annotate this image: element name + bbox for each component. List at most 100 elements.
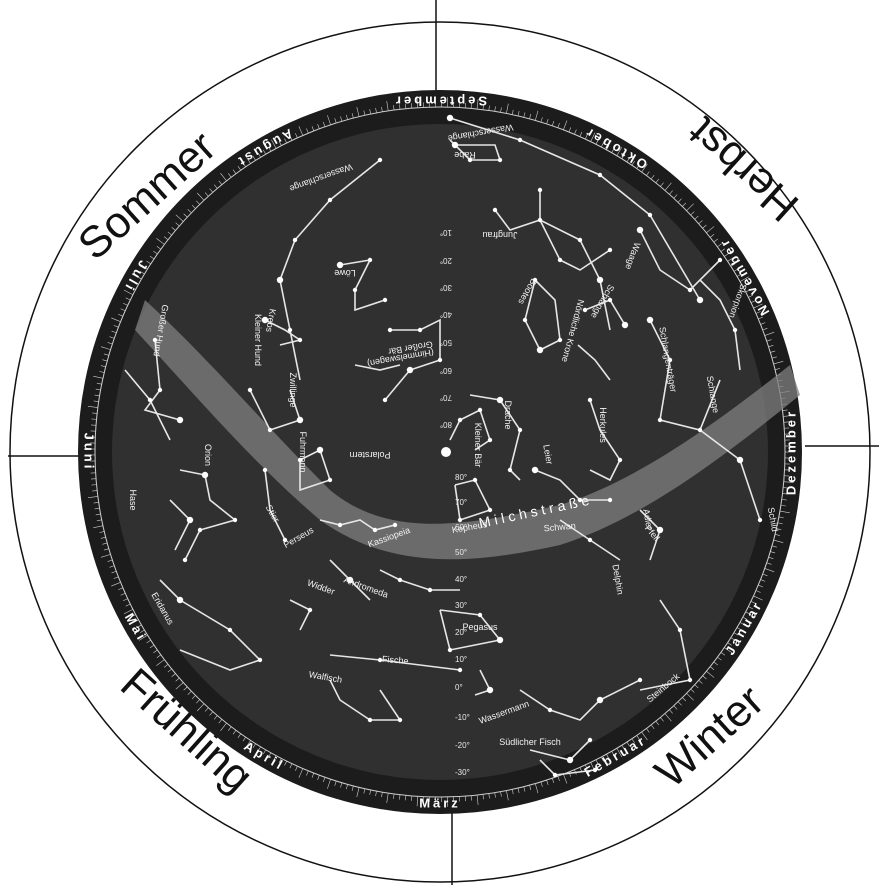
- date-tick: [131, 286, 136, 290]
- date-tick: [600, 142, 604, 148]
- declination-label: -10°: [455, 713, 470, 722]
- date-tick: [606, 145, 610, 150]
- date-tick: [140, 271, 145, 275]
- star: [486, 686, 494, 694]
- date-tick: [706, 226, 715, 234]
- date-tick: [393, 105, 395, 111]
- star: [437, 357, 443, 363]
- star: [492, 207, 498, 213]
- date-tick: [218, 719, 223, 724]
- constellation-label-hase: Hase: [128, 489, 138, 510]
- star: [607, 497, 613, 503]
- date-tick: [271, 139, 277, 149]
- date-tick: [244, 155, 251, 164]
- date-tick: [138, 263, 148, 270]
- date-tick: [781, 499, 787, 501]
- date-tick: [660, 717, 664, 722]
- star: [522, 317, 528, 323]
- star: [327, 197, 333, 203]
- star: [182, 557, 188, 563]
- date-tick: [690, 688, 695, 693]
- date-tick: [762, 573, 768, 577]
- date-tick: [585, 134, 588, 140]
- date-tick: [768, 344, 774, 348]
- star: [577, 497, 583, 503]
- date-tick: [268, 752, 272, 758]
- date-tick: [107, 342, 113, 345]
- date-tick: [762, 327, 768, 331]
- date-tick: [363, 788, 366, 794]
- star: [387, 327, 393, 333]
- star: [417, 327, 423, 333]
- date-tick: [134, 281, 139, 285]
- date-tick: [745, 611, 751, 615]
- star: [532, 277, 538, 283]
- date-tick: [317, 775, 320, 781]
- star: [382, 297, 388, 303]
- date-tick: [742, 284, 748, 288]
- sky-disc: [112, 124, 768, 780]
- star: [297, 337, 303, 343]
- date-tick: [295, 133, 298, 138]
- date-tick: [660, 182, 664, 187]
- date-tick: [334, 118, 337, 124]
- date-tick: [529, 785, 532, 791]
- date-tick: [220, 172, 227, 182]
- star: [582, 307, 588, 313]
- date-tick: [766, 562, 772, 565]
- star: [406, 366, 414, 374]
- date-tick: [551, 120, 555, 126]
- date-tick: [698, 680, 703, 684]
- star: [427, 587, 433, 593]
- declination-label: 80°: [455, 473, 467, 482]
- date-tick: [506, 103, 509, 114]
- star: [372, 527, 378, 533]
- constellation-label-jungfrau: Jungfrau: [482, 230, 517, 240]
- constellation-label-adler: Adler: [641, 508, 654, 530]
- date-tick: [386, 793, 389, 804]
- date-tick: [125, 603, 131, 607]
- date-tick: [713, 661, 718, 666]
- date-tick: [92, 490, 98, 492]
- date-tick: [694, 684, 699, 689]
- date-tick: [574, 129, 577, 135]
- date-tick: [646, 728, 650, 733]
- date-tick: [187, 690, 192, 695]
- date-tick: [595, 759, 599, 765]
- date-tick: [100, 346, 111, 350]
- date-tick: [123, 598, 128, 602]
- date-tick: [196, 192, 205, 201]
- date-tick: [416, 796, 419, 807]
- date-tick: [540, 117, 543, 123]
- date-tick: [204, 707, 209, 712]
- date-tick: [760, 579, 766, 582]
- date-tick: [494, 106, 496, 112]
- date-tick: [118, 587, 123, 591]
- date-tick: [257, 152, 261, 158]
- date-tick: [340, 116, 343, 122]
- date-tick: [523, 786, 526, 792]
- date-tick: [782, 409, 788, 411]
- date-tick: [136, 624, 142, 628]
- date-tick: [213, 715, 218, 720]
- date-tick: [163, 236, 169, 240]
- date-tick: [183, 686, 188, 691]
- date-tick: [209, 711, 214, 716]
- declination-label: -20°: [455, 741, 470, 750]
- date-tick: [416, 97, 419, 108]
- date-tick: [175, 222, 180, 227]
- star: [621, 321, 629, 329]
- date-tick: [748, 294, 754, 298]
- date-tick: [278, 141, 282, 146]
- star: [537, 217, 543, 223]
- date-tick: [102, 359, 108, 362]
- date-tick: [323, 777, 326, 783]
- constellation-label-loewe: Löwe: [334, 268, 356, 278]
- date-tick: [146, 260, 151, 265]
- date-tick: [724, 250, 733, 257]
- date-tick: [167, 231, 172, 236]
- date-tick: [717, 243, 722, 248]
- star: [717, 257, 723, 263]
- date-tick: [242, 736, 246, 742]
- star: [292, 237, 298, 243]
